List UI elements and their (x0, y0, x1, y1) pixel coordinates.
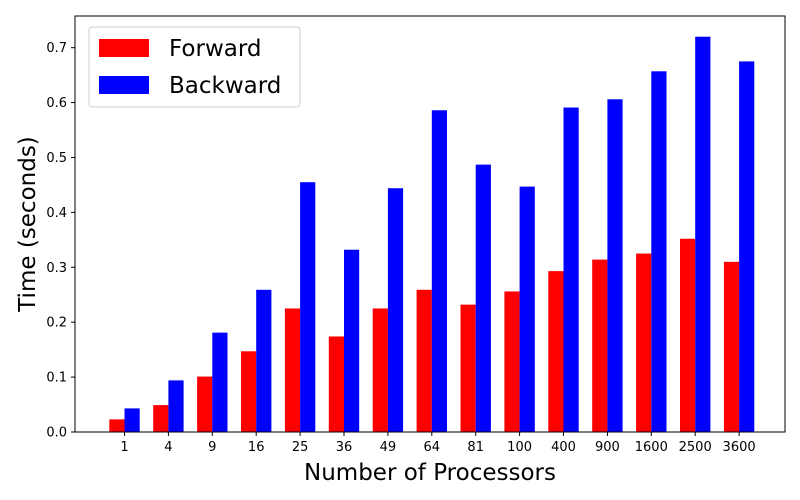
bar-forward-49 (372, 308, 388, 432)
bar-forward-900 (592, 259, 608, 432)
bar-forward-64 (416, 289, 432, 432)
bar-backward-100 (519, 186, 535, 432)
bar-backward-4 (168, 380, 184, 432)
bar-forward-400 (548, 271, 564, 432)
bar-backward-36 (344, 249, 360, 432)
bar-forward-3600 (723, 261, 740, 432)
y-tick-label: 0.1 (46, 371, 67, 386)
y-tick-label: 0.3 (46, 261, 67, 276)
x-tick-label: 3600 (723, 440, 756, 455)
x-tick-label: 36 (336, 440, 353, 455)
legend: Forward Backward (88, 26, 301, 108)
y-tick-label: 0.4 (46, 206, 67, 221)
legend-swatch-backward (99, 76, 149, 94)
legend-label-forward: Forward (169, 36, 262, 62)
x-axis-ticks: 1 4 9 16 25 36 49 64 81 100 400 900 1600 2500 3600 (120, 432, 756, 455)
y-tick-label: 0.5 (46, 151, 67, 166)
y-tick-label: 0.0 (46, 426, 67, 441)
bar-backward-49 (387, 188, 404, 432)
bar-backward-900 (607, 99, 623, 432)
x-tick-label: 81 (467, 440, 484, 455)
x-tick-label: 64 (424, 440, 441, 455)
y-tick-label: 0.7 (46, 41, 67, 56)
x-tick-label: 16 (248, 440, 265, 455)
x-tick-label: 400 (551, 440, 576, 455)
bar-backward-2500 (695, 36, 711, 432)
bar-backward-400 (563, 107, 579, 433)
bars-group (109, 36, 755, 433)
bar-forward-25 (284, 308, 301, 432)
bar-backward-1 (124, 408, 140, 432)
x-tick-label: 100 (507, 440, 532, 455)
y-axis-label: Time (seconds) (15, 136, 41, 313)
plot-frame (74, 15, 786, 433)
x-tick-label: 1600 (635, 440, 668, 455)
bar-forward-9 (197, 376, 213, 432)
x-tick-label: 25 (292, 440, 309, 455)
bar-forward-100 (504, 291, 520, 432)
bar-forward-81 (460, 304, 476, 432)
bar-forward-4 (153, 405, 169, 432)
bar-backward-3600 (739, 61, 755, 433)
bar-forward-1 (109, 419, 125, 432)
bar-backward-64 (431, 110, 447, 433)
bar-backward-16 (256, 289, 272, 432)
x-tick-label: 49 (380, 440, 397, 455)
bar-backward-81 (475, 164, 491, 432)
x-tick-label: 4 (164, 440, 172, 455)
bar-backward-1600 (651, 71, 667, 432)
legend-swatch-forward (99, 39, 149, 57)
x-axis-label: Number of Processors (304, 460, 556, 486)
bar-forward-1600 (636, 253, 652, 432)
bar-backward-25 (300, 182, 316, 432)
bar-backward-9 (212, 332, 228, 432)
bar-forward-2500 (680, 238, 696, 432)
y-tick-label: 0.2 (46, 316, 67, 331)
y-tick-label: 0.6 (46, 96, 67, 111)
x-tick-label: 9 (208, 440, 216, 455)
y-axis-ticks: 0.0 0.1 0.2 0.3 0.4 0.5 0.6 0.7 (46, 41, 75, 441)
x-tick-label: 2500 (679, 440, 712, 455)
legend-label-backward: Backward (169, 73, 281, 99)
bar-forward-36 (328, 336, 344, 432)
bar-forward-16 (241, 351, 257, 432)
x-tick-label: 1 (120, 440, 128, 455)
x-tick-label: 900 (595, 440, 620, 455)
